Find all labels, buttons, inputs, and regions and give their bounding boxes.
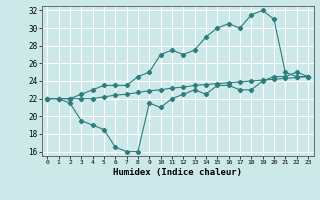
X-axis label: Humidex (Indice chaleur): Humidex (Indice chaleur) — [113, 168, 242, 177]
